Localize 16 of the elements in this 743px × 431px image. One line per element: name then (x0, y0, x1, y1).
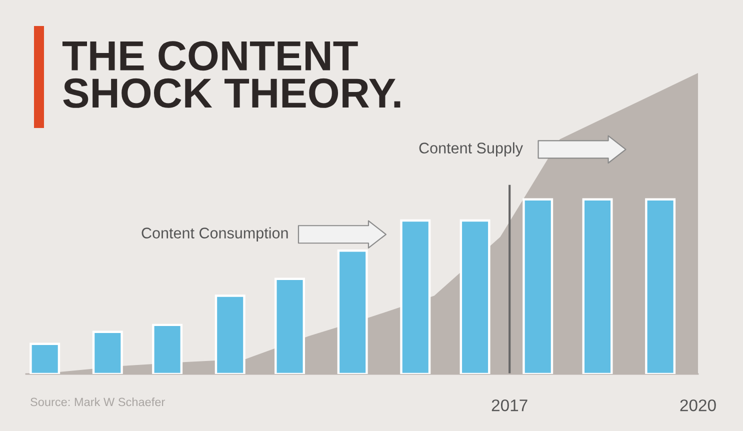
bar (152, 324, 183, 374)
bar (582, 198, 613, 374)
bar (214, 294, 246, 374)
bar (30, 342, 60, 374)
text: Content Consumption (142, 227, 288, 242)
series-label: Content Supply (419, 142, 523, 157)
bar (92, 330, 123, 374)
x-tick-label: 2017 (492, 399, 528, 412)
chart-title: THE CONTENT SHOCK THEORY. (62, 41, 400, 108)
source-note: Source: Mark W Schaefer (30, 397, 165, 406)
bar (400, 219, 431, 374)
bar (645, 198, 676, 374)
bar (274, 278, 306, 374)
bar (460, 219, 490, 374)
x-tick-label: 2020 (680, 399, 716, 412)
bar (522, 198, 554, 374)
